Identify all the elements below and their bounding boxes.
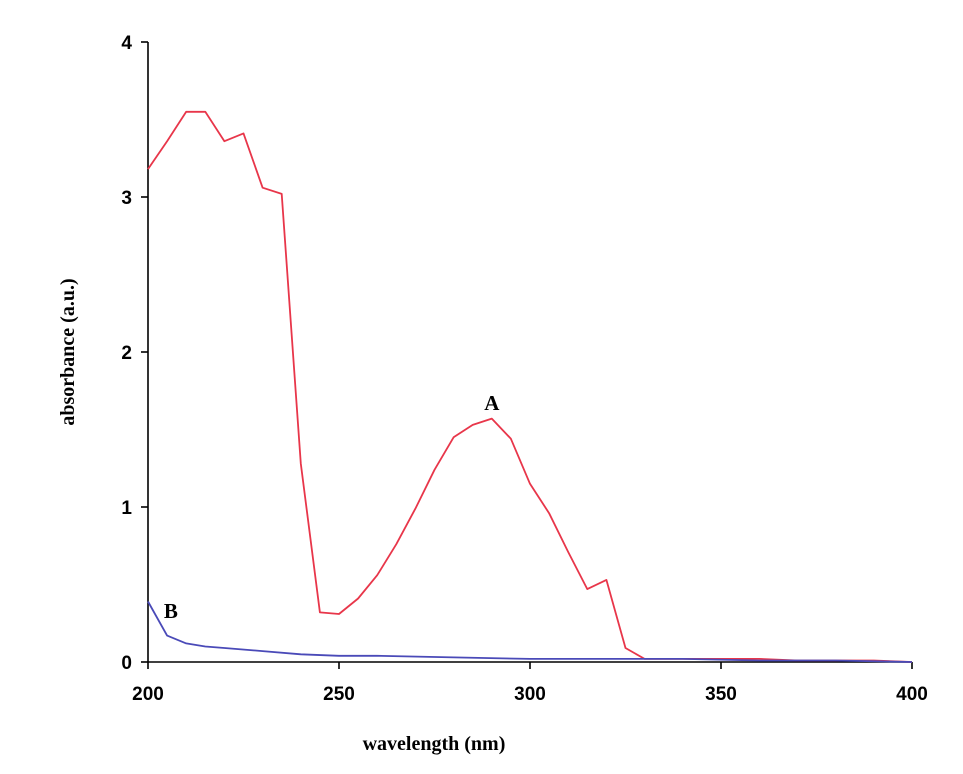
x-tick-label: 250 bbox=[323, 684, 355, 705]
series-line-a bbox=[147, 110, 913, 663]
y-tick-label: 2 bbox=[121, 343, 132, 364]
y-tick-label: 3 bbox=[121, 188, 132, 209]
y-tick-label: 4 bbox=[121, 33, 132, 54]
series-line-b bbox=[147, 601, 913, 663]
x-tick-label: 350 bbox=[705, 684, 737, 705]
series-label-a: A bbox=[484, 391, 500, 415]
y-tick-label: 0 bbox=[121, 653, 132, 674]
axes: 0 1 2 3 4 200 250 300 350 400 bbox=[121, 33, 927, 705]
x-tick-label: 200 bbox=[132, 684, 164, 705]
y-axis-title: absorbance (a.u.) bbox=[57, 278, 79, 425]
x-axis-title: wavelength (nm) bbox=[363, 733, 506, 755]
x-tick-label: 400 bbox=[896, 684, 928, 705]
series-layer: AB bbox=[147, 110, 913, 663]
y-tick-label: 1 bbox=[121, 498, 132, 519]
series-label-b: B bbox=[164, 599, 178, 623]
x-tick-label: 300 bbox=[514, 684, 546, 705]
